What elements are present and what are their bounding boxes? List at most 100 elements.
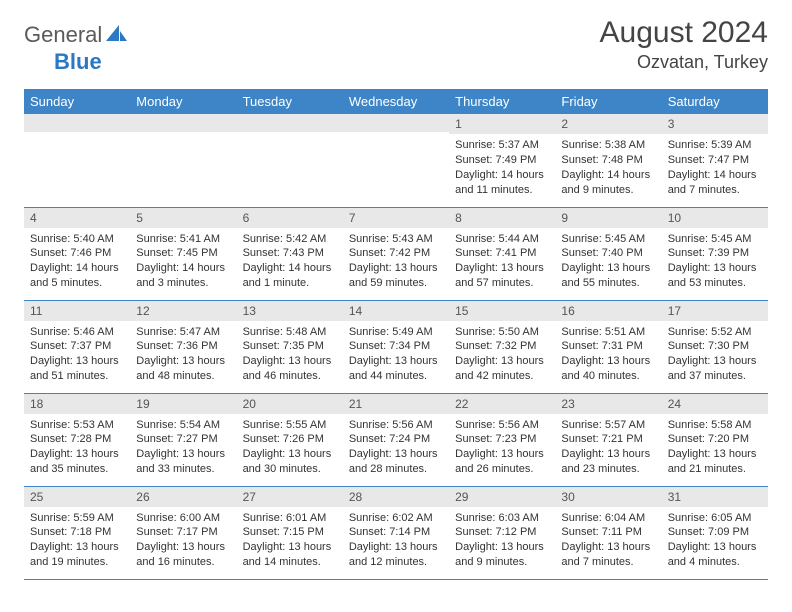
calendar-day-cell: 8Sunrise: 5:44 AMSunset: 7:41 PMDaylight… <box>449 207 555 300</box>
daylight-text: Daylight: 13 hours and 42 minutes. <box>455 354 549 384</box>
day-details: Sunrise: 5:56 AMSunset: 7:23 PMDaylight:… <box>449 414 555 479</box>
day-number: 2 <box>555 114 661 134</box>
day-details: Sunrise: 5:40 AMSunset: 7:46 PMDaylight:… <box>24 228 130 293</box>
sunrise-text: Sunrise: 5:52 AM <box>668 325 762 340</box>
day-details: Sunrise: 5:53 AMSunset: 7:28 PMDaylight:… <box>24 414 130 479</box>
sunrise-text: Sunrise: 6:05 AM <box>668 511 762 526</box>
calendar-day-cell: 16Sunrise: 5:51 AMSunset: 7:31 PMDayligh… <box>555 300 661 393</box>
day-number: 23 <box>555 394 661 414</box>
sunrise-text: Sunrise: 5:55 AM <box>243 418 337 433</box>
day-number <box>237 114 343 132</box>
sunrise-text: Sunrise: 5:59 AM <box>30 511 124 526</box>
location-label: Ozvatan, Turkey <box>600 52 768 73</box>
day-details: Sunrise: 6:05 AMSunset: 7:09 PMDaylight:… <box>662 507 768 572</box>
calendar-week-row: 25Sunrise: 5:59 AMSunset: 7:18 PMDayligh… <box>24 486 768 579</box>
calendar-day-cell: 24Sunrise: 5:58 AMSunset: 7:20 PMDayligh… <box>662 393 768 486</box>
brand-logo: General <box>24 22 130 48</box>
day-number: 21 <box>343 394 449 414</box>
day-number: 28 <box>343 487 449 507</box>
day-header: Monday <box>130 89 236 114</box>
sunrise-text: Sunrise: 5:45 AM <box>668 232 762 247</box>
daylight-text: Daylight: 13 hours and 35 minutes. <box>30 447 124 477</box>
sunrise-text: Sunrise: 5:56 AM <box>349 418 443 433</box>
sunset-text: Sunset: 7:15 PM <box>243 525 337 540</box>
day-header: Tuesday <box>237 89 343 114</box>
sunset-text: Sunset: 7:14 PM <box>349 525 443 540</box>
daylight-text: Daylight: 13 hours and 7 minutes. <box>561 540 655 570</box>
day-details: Sunrise: 5:42 AMSunset: 7:43 PMDaylight:… <box>237 228 343 293</box>
sunset-text: Sunset: 7:23 PM <box>455 432 549 447</box>
day-details: Sunrise: 5:54 AMSunset: 7:27 PMDaylight:… <box>130 414 236 479</box>
day-number: 6 <box>237 208 343 228</box>
day-details: Sunrise: 5:37 AMSunset: 7:49 PMDaylight:… <box>449 134 555 199</box>
day-number: 27 <box>237 487 343 507</box>
sunrise-text: Sunrise: 5:44 AM <box>455 232 549 247</box>
month-title: August 2024 <box>600 16 768 50</box>
day-number: 20 <box>237 394 343 414</box>
day-details: Sunrise: 6:02 AMSunset: 7:14 PMDaylight:… <box>343 507 449 572</box>
calendar-day-cell: 7Sunrise: 5:43 AMSunset: 7:42 PMDaylight… <box>343 207 449 300</box>
calendar-day-cell: 9Sunrise: 5:45 AMSunset: 7:40 PMDaylight… <box>555 207 661 300</box>
sunset-text: Sunset: 7:28 PM <box>30 432 124 447</box>
day-details: Sunrise: 5:45 AMSunset: 7:40 PMDaylight:… <box>555 228 661 293</box>
daylight-text: Daylight: 14 hours and 1 minute. <box>243 261 337 291</box>
sunset-text: Sunset: 7:18 PM <box>30 525 124 540</box>
daylight-text: Daylight: 13 hours and 33 minutes. <box>136 447 230 477</box>
sunrise-text: Sunrise: 5:37 AM <box>455 138 549 153</box>
calendar-week-row: 11Sunrise: 5:46 AMSunset: 7:37 PMDayligh… <box>24 300 768 393</box>
sunset-text: Sunset: 7:12 PM <box>455 525 549 540</box>
sunrise-text: Sunrise: 6:00 AM <box>136 511 230 526</box>
brand-part2: Blue <box>54 49 102 75</box>
day-number: 17 <box>662 301 768 321</box>
daylight-text: Daylight: 13 hours and 46 minutes. <box>243 354 337 384</box>
day-number: 29 <box>449 487 555 507</box>
daylight-text: Daylight: 13 hours and 12 minutes. <box>349 540 443 570</box>
sunset-text: Sunset: 7:47 PM <box>668 153 762 168</box>
sunrise-text: Sunrise: 5:57 AM <box>561 418 655 433</box>
sunrise-text: Sunrise: 5:58 AM <box>668 418 762 433</box>
day-number <box>130 114 236 132</box>
calendar-day-cell <box>237 114 343 207</box>
sunset-text: Sunset: 7:46 PM <box>30 246 124 261</box>
sunset-text: Sunset: 7:39 PM <box>668 246 762 261</box>
sunset-text: Sunset: 7:09 PM <box>668 525 762 540</box>
day-number: 11 <box>24 301 130 321</box>
daylight-text: Daylight: 13 hours and 28 minutes. <box>349 447 443 477</box>
sunrise-text: Sunrise: 6:02 AM <box>349 511 443 526</box>
day-number: 31 <box>662 487 768 507</box>
sunrise-text: Sunrise: 5:43 AM <box>349 232 443 247</box>
calendar-body: 1Sunrise: 5:37 AMSunset: 7:49 PMDaylight… <box>24 114 768 579</box>
daylight-text: Daylight: 13 hours and 53 minutes. <box>668 261 762 291</box>
day-number: 18 <box>24 394 130 414</box>
sunrise-text: Sunrise: 5:54 AM <box>136 418 230 433</box>
sunrise-text: Sunrise: 5:47 AM <box>136 325 230 340</box>
day-number: 8 <box>449 208 555 228</box>
sunset-text: Sunset: 7:43 PM <box>243 246 337 261</box>
sunrise-text: Sunrise: 5:50 AM <box>455 325 549 340</box>
sunset-text: Sunset: 7:49 PM <box>455 153 549 168</box>
sunset-text: Sunset: 7:41 PM <box>455 246 549 261</box>
day-details: Sunrise: 5:46 AMSunset: 7:37 PMDaylight:… <box>24 321 130 386</box>
day-number: 3 <box>662 114 768 134</box>
day-header: Thursday <box>449 89 555 114</box>
sunrise-text: Sunrise: 6:03 AM <box>455 511 549 526</box>
calendar-day-cell: 10Sunrise: 5:45 AMSunset: 7:39 PMDayligh… <box>662 207 768 300</box>
calendar-day-cell: 5Sunrise: 5:41 AMSunset: 7:45 PMDaylight… <box>130 207 236 300</box>
daylight-text: Daylight: 13 hours and 19 minutes. <box>30 540 124 570</box>
sunset-text: Sunset: 7:20 PM <box>668 432 762 447</box>
day-number <box>343 114 449 132</box>
calendar-day-cell: 25Sunrise: 5:59 AMSunset: 7:18 PMDayligh… <box>24 486 130 579</box>
calendar-day-cell: 28Sunrise: 6:02 AMSunset: 7:14 PMDayligh… <box>343 486 449 579</box>
calendar-day-cell: 21Sunrise: 5:56 AMSunset: 7:24 PMDayligh… <box>343 393 449 486</box>
day-details: Sunrise: 5:51 AMSunset: 7:31 PMDaylight:… <box>555 321 661 386</box>
calendar-day-cell: 22Sunrise: 5:56 AMSunset: 7:23 PMDayligh… <box>449 393 555 486</box>
daylight-text: Daylight: 14 hours and 3 minutes. <box>136 261 230 291</box>
daylight-text: Daylight: 13 hours and 40 minutes. <box>561 354 655 384</box>
day-details: Sunrise: 5:58 AMSunset: 7:20 PMDaylight:… <box>662 414 768 479</box>
day-details: Sunrise: 5:45 AMSunset: 7:39 PMDaylight:… <box>662 228 768 293</box>
day-number: 12 <box>130 301 236 321</box>
day-details: Sunrise: 5:38 AMSunset: 7:48 PMDaylight:… <box>555 134 661 199</box>
daylight-text: Daylight: 13 hours and 9 minutes. <box>455 540 549 570</box>
day-details: Sunrise: 6:03 AMSunset: 7:12 PMDaylight:… <box>449 507 555 572</box>
day-header: Saturday <box>662 89 768 114</box>
